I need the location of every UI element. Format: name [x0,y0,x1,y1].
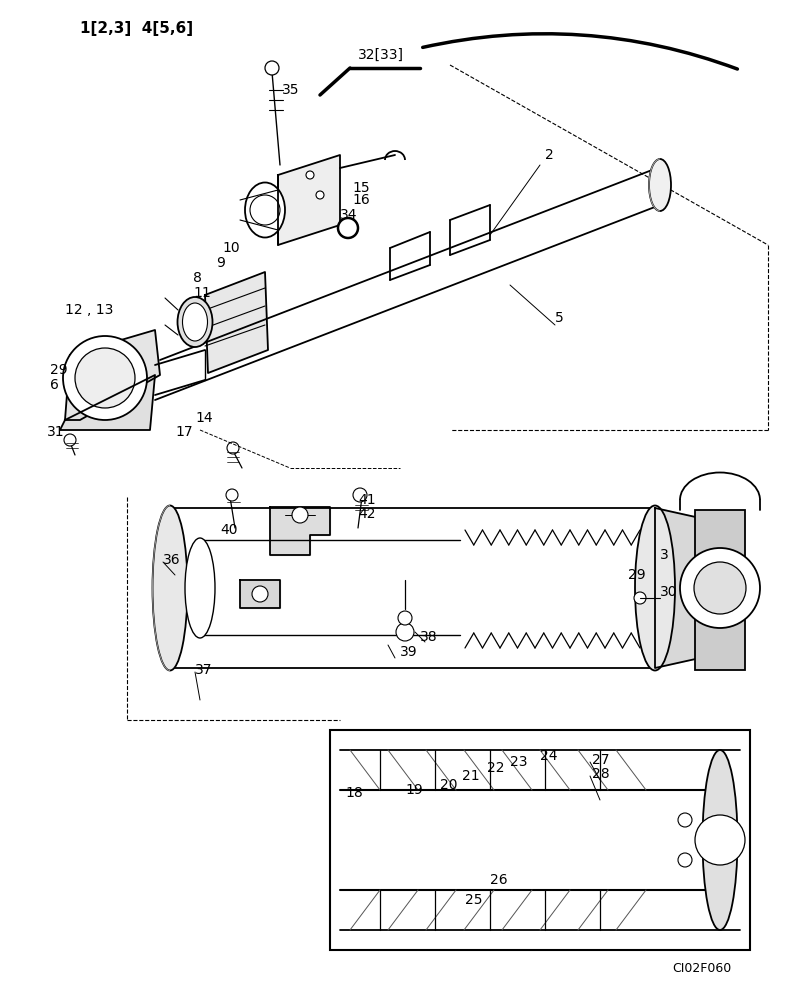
Circle shape [63,336,147,420]
Text: 23: 23 [510,755,527,769]
Circle shape [265,61,279,75]
Text: 3: 3 [660,548,669,562]
Ellipse shape [153,506,187,670]
Text: 11: 11 [193,286,210,300]
Circle shape [695,815,745,865]
Text: 2: 2 [545,148,554,162]
Ellipse shape [245,182,285,237]
Polygon shape [240,580,280,608]
Text: 24: 24 [540,749,558,763]
Text: 28: 28 [592,767,610,781]
Text: 42: 42 [358,507,375,521]
Text: 18: 18 [345,786,362,800]
Circle shape [227,442,239,454]
Text: 1[2,3]  4[5,6]: 1[2,3] 4[5,6] [80,20,193,35]
Circle shape [64,434,76,446]
Text: 15: 15 [352,181,370,195]
Bar [695,510,745,670]
Polygon shape [270,507,330,555]
Text: 39: 39 [400,645,418,659]
Text: 21: 21 [462,769,480,783]
Text: 8: 8 [193,271,202,285]
Polygon shape [205,272,268,373]
Polygon shape [278,155,340,245]
Text: 16: 16 [352,193,370,207]
Text: 22: 22 [487,761,505,775]
Circle shape [634,592,646,604]
Text: 29: 29 [50,363,68,377]
Text: 34: 34 [340,208,358,222]
Polygon shape [655,508,700,668]
Ellipse shape [635,506,675,670]
Circle shape [398,611,412,625]
Ellipse shape [185,538,215,638]
Circle shape [252,586,268,602]
Text: 12 , 13: 12 , 13 [65,303,114,317]
Circle shape [678,853,692,867]
Circle shape [250,195,280,225]
Text: 14: 14 [195,411,213,425]
Text: 40: 40 [220,523,238,537]
Text: 19: 19 [405,783,422,797]
Circle shape [306,171,314,179]
Circle shape [680,548,760,628]
Circle shape [353,488,367,502]
Text: 41: 41 [358,493,376,507]
Text: 17: 17 [175,425,193,439]
Text: CI02F060: CI02F060 [672,962,731,974]
Text: 32[33]: 32[33] [358,48,404,62]
Circle shape [316,191,324,199]
Ellipse shape [182,303,207,341]
Circle shape [678,813,692,827]
Ellipse shape [702,750,738,930]
Polygon shape [65,330,160,420]
Text: 9: 9 [216,256,225,270]
Text: 38: 38 [420,630,438,644]
Text: 10: 10 [222,241,240,255]
Text: 35: 35 [282,83,299,97]
Ellipse shape [178,297,213,347]
Text: 30: 30 [660,585,678,599]
Text: 6: 6 [50,378,59,392]
Circle shape [226,489,238,501]
Text: 31: 31 [47,425,65,439]
Ellipse shape [649,159,671,211]
Circle shape [694,562,746,614]
Text: 29: 29 [628,568,646,582]
Polygon shape [60,375,155,430]
Text: 25: 25 [465,893,482,907]
Circle shape [338,218,358,238]
Text: 5: 5 [555,311,564,325]
Text: 37: 37 [195,663,213,677]
Circle shape [292,507,308,523]
Bar [330,730,750,950]
Text: 26: 26 [490,873,508,887]
Text: 36: 36 [163,553,181,567]
Text: 20: 20 [440,778,458,792]
Text: 27: 27 [592,753,610,767]
Circle shape [75,348,135,408]
Circle shape [396,623,414,641]
